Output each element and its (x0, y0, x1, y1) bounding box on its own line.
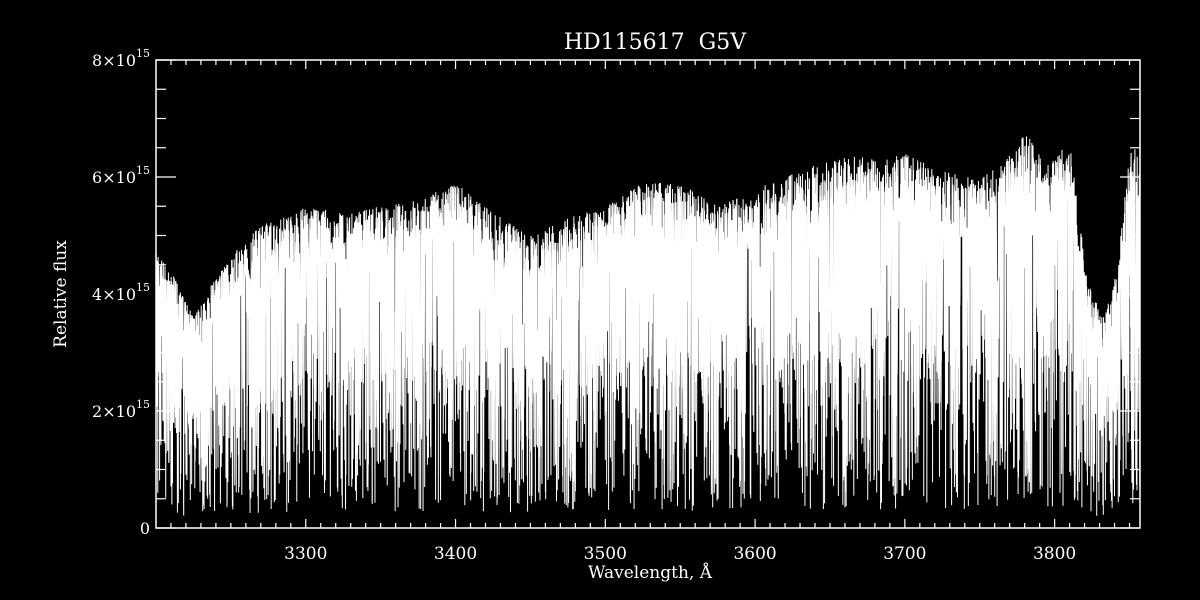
y-tick-mantissa: 2×10 (92, 402, 136, 421)
spectrum-layer (155, 136, 1141, 516)
x-tick-label: 3600 (733, 544, 776, 564)
y-tick-label: 6×1015 (92, 164, 150, 187)
axes: 3300 3400 3500 3600 3700 380002×10154×10156×1… (92, 47, 1141, 564)
y-axis-label: Relative flux (51, 240, 71, 348)
y-tick-label: 8×1015 (92, 47, 150, 70)
x-tick-label: 3700 (883, 544, 926, 564)
y-tick-label: 2×1015 (92, 398, 150, 421)
y-tick-exponent: 15 (136, 281, 150, 294)
y-tick-mantissa: 8×10 (92, 51, 136, 70)
x-tick-label: 3400 (434, 544, 477, 564)
spectrum (155, 136, 1141, 516)
y-tick-exponent: 15 (136, 398, 150, 411)
y-tick-exponent: 15 (136, 47, 150, 60)
x-tick-label: 3500 (584, 544, 627, 564)
y-tick-label: 0 (140, 519, 150, 538)
y-tick-mantissa: 6×10 (92, 168, 136, 187)
x-tick-label: 3800 (1033, 544, 1076, 564)
y-tick-mantissa: 4×10 (92, 285, 136, 304)
chart-title: HD115617 G5V (564, 30, 747, 55)
x-tick-label: 3300 (284, 544, 327, 564)
y-tick-exponent: 15 (136, 164, 150, 177)
spectrum-line (155, 136, 1141, 516)
x-axis-label: Wavelength, Å (588, 562, 713, 583)
y-tick-label: 4×1015 (92, 281, 150, 304)
y-tick-mantissa: 0 (140, 519, 150, 538)
